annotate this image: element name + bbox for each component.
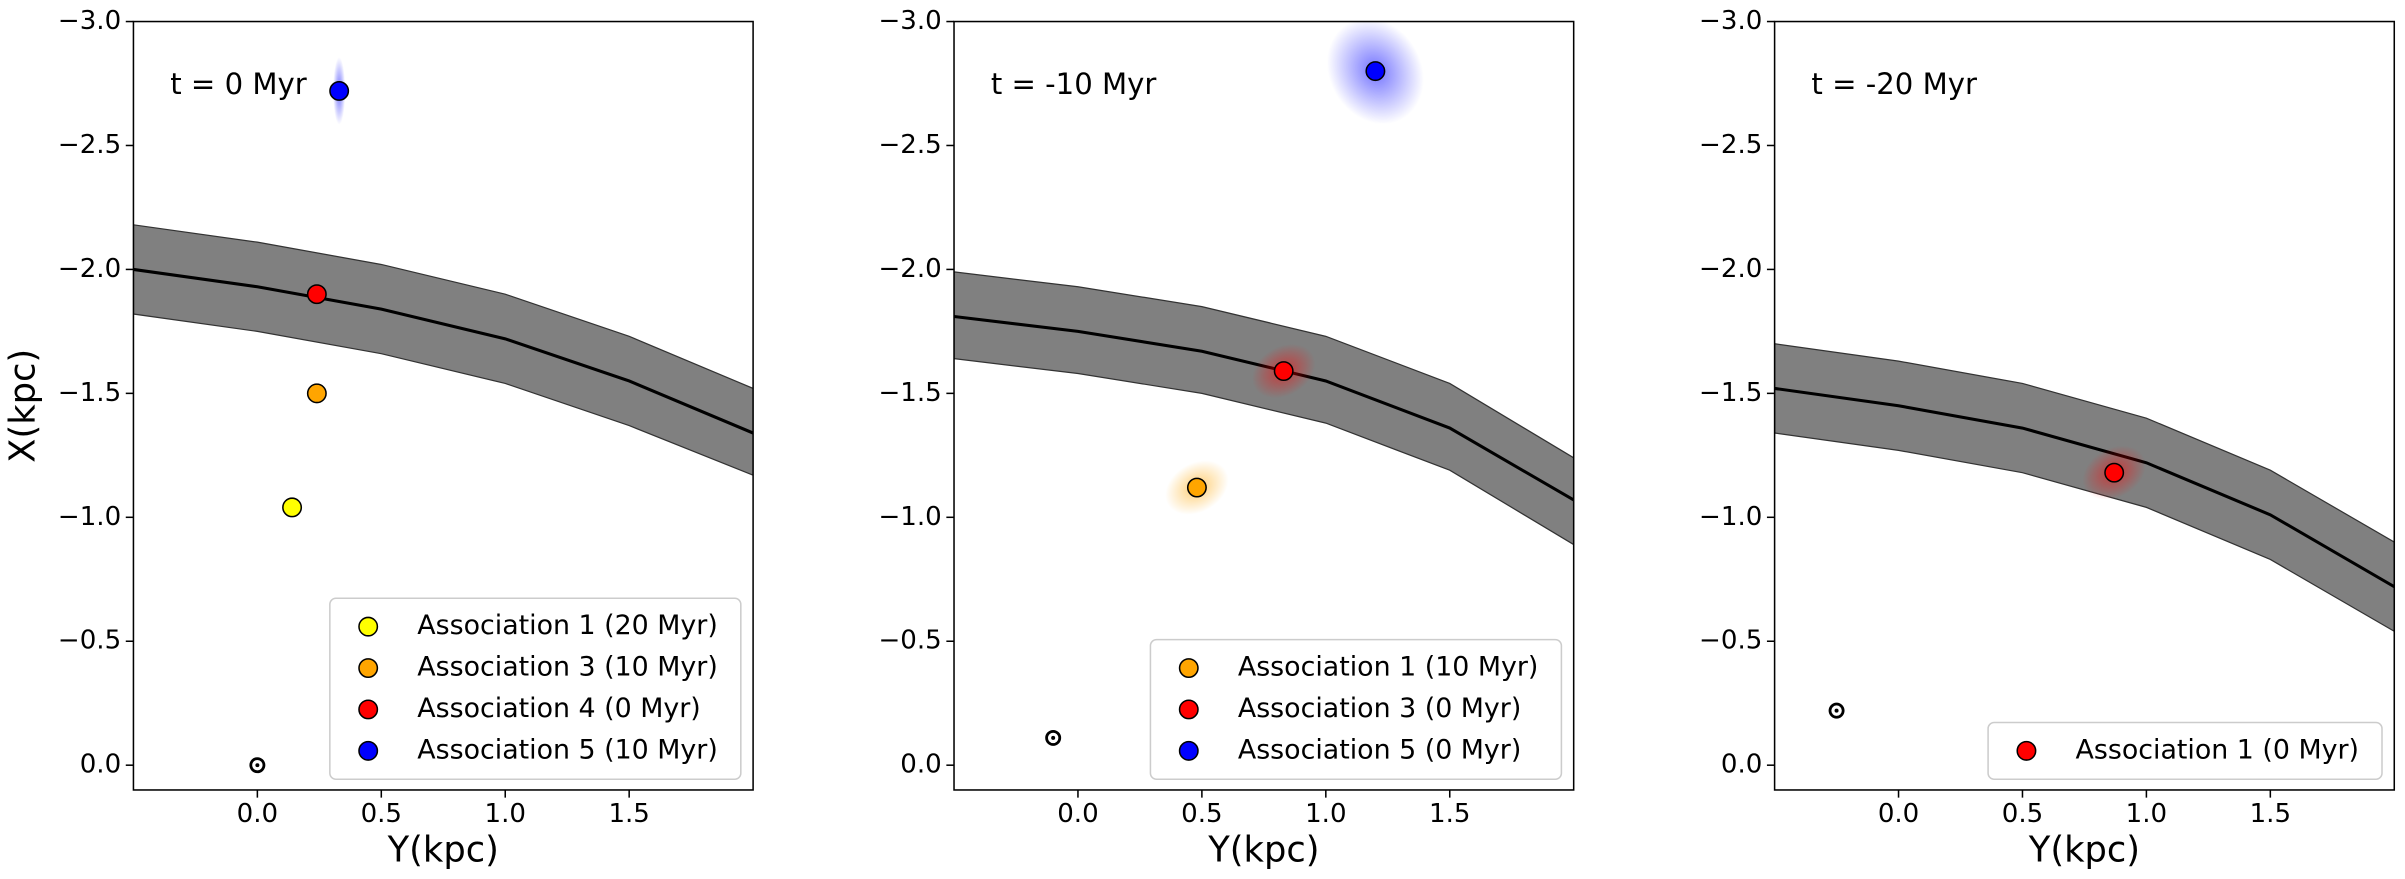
arm-band: [954, 271, 1574, 546]
legend-marker: [2016, 740, 2037, 761]
x-axis-label: Y(kpc): [387, 829, 499, 870]
annotation: t = -20 Myr: [1811, 67, 1977, 101]
legend-box: [329, 597, 742, 781]
y-tick-label: −1.0: [1699, 502, 1762, 532]
x-tick-label: 1.5: [2250, 799, 2291, 829]
y-tick-label: −3.0: [58, 6, 121, 36]
x-tick-label: 1.0: [485, 799, 526, 829]
axes-frame: [1773, 20, 2396, 791]
y-tick-label: −2.0: [58, 254, 121, 284]
legend-marker: [1178, 699, 1199, 720]
point: [329, 80, 350, 101]
x-tick-label: 0.5: [361, 799, 402, 829]
panel: −3.0 −2.5 −2.0 −1.5 −1.0 −0.5 0.0 0.0 0.5 1.0 1.5 Y…: [1699, 6, 2396, 870]
sun-dot: [1834, 708, 1839, 713]
x-axis-label: Y(kpc): [2028, 829, 2140, 870]
legend-text: Association 4 (0 Myr): [417, 693, 700, 724]
x-tick-label: 0.5: [2002, 799, 2043, 829]
x-tick-label: 1.5: [1429, 799, 1470, 829]
legend-marker: [358, 616, 379, 637]
x-axis-label: Y(kpc): [1207, 829, 1319, 870]
annotation: t = -10 Myr: [991, 67, 1157, 101]
x-tick-label: 1.5: [608, 799, 649, 829]
axes-frame: [132, 20, 754, 791]
y-tick-label: −2.0: [1699, 254, 1762, 284]
legend-marker: [358, 658, 379, 679]
legend-text: Association 1 (20 Myr): [417, 610, 718, 641]
y-tick-label: 0.0: [1721, 750, 1762, 780]
x-tick-label: 0.0: [1057, 799, 1098, 829]
y-tick-label: −1.5: [1699, 378, 1762, 408]
point: [2104, 462, 2125, 483]
y-tick-label: −3.0: [878, 6, 941, 36]
y-tick-label: −1.0: [58, 502, 121, 532]
y-tick-label: −2.0: [878, 254, 941, 284]
legend-text: Association 1 (10 Myr): [1238, 652, 1539, 683]
point: [306, 383, 327, 404]
y-tick-label: −2.5: [878, 130, 941, 160]
legend: Association 1 (10 Myr) Association 3 (0 M…: [1149, 638, 1563, 781]
x-tick-label: 0.0: [237, 799, 278, 829]
y-tick-label: −3.0: [1699, 6, 1762, 36]
x-tick-label: 1.0: [1305, 799, 1346, 829]
axes-frame: [953, 20, 1575, 791]
y-axis-label: X(kpc): [3, 349, 44, 463]
legend-marker: [1178, 740, 1199, 761]
legend-marker: [358, 740, 379, 761]
plot-area: [954, 21, 1574, 746]
y-tick-label: −1.5: [58, 378, 121, 408]
x-tick-label: 1.0: [2126, 799, 2167, 829]
plot-area: [133, 57, 754, 774]
legend-box: [1987, 721, 2383, 781]
y-tick-label: −2.5: [58, 130, 121, 160]
x-tick-label: 0.5: [1181, 799, 1222, 829]
point: [1365, 61, 1386, 82]
panel: −3.0 −2.5 −2.0 −1.5 −1.0 −0.5 0.0 0.0 0.5 1.0 1.5 Y…: [3, 6, 754, 870]
point: [1186, 477, 1207, 498]
arm-center: [133, 267, 754, 435]
y-tick-label: −1.5: [878, 378, 941, 408]
legend-text: Association 1 (0 Myr): [2076, 734, 2359, 765]
y-tick-label: −1.0: [878, 502, 941, 532]
legend-marker: [1178, 658, 1199, 679]
annotation: t = 0 Myr: [170, 67, 306, 101]
y-tick-label: 0.0: [80, 750, 121, 780]
point: [306, 284, 327, 305]
y-tick-label: −2.5: [1699, 130, 1762, 160]
panel: −3.0 −2.5 −2.0 −1.5 −1.0 −0.5 0.0 0.0 0.5 1.0 1.5 Y…: [878, 6, 1575, 870]
y-tick-label: −0.5: [58, 626, 121, 656]
legend-text: Association 3 (10 Myr): [417, 652, 718, 683]
y-tick-label: 0.0: [900, 750, 941, 780]
arm-band: [133, 224, 754, 476]
legend-text: Association 5 (10 Myr): [417, 734, 718, 765]
legend: Association 1 (20 Myr) Association 3 (10 …: [329, 597, 742, 781]
point: [1273, 361, 1294, 382]
x-tick-label: 0.0: [1878, 799, 1919, 829]
legend-text: Association 5 (0 Myr): [1238, 734, 1521, 765]
sun-dot: [1051, 735, 1056, 740]
legend: Association 1 (0 Myr): [1987, 721, 2383, 781]
plot-area: [1774, 343, 2395, 719]
legend-marker: [358, 699, 379, 720]
y-tick-label: −0.5: [1699, 626, 1762, 656]
legend-text: Association 3 (0 Myr): [1238, 693, 1521, 724]
sun-dot: [255, 763, 260, 768]
point: [282, 497, 303, 518]
arm-center: [1774, 386, 2395, 589]
y-tick-label: −0.5: [878, 626, 941, 656]
legend-box: [1149, 638, 1563, 781]
